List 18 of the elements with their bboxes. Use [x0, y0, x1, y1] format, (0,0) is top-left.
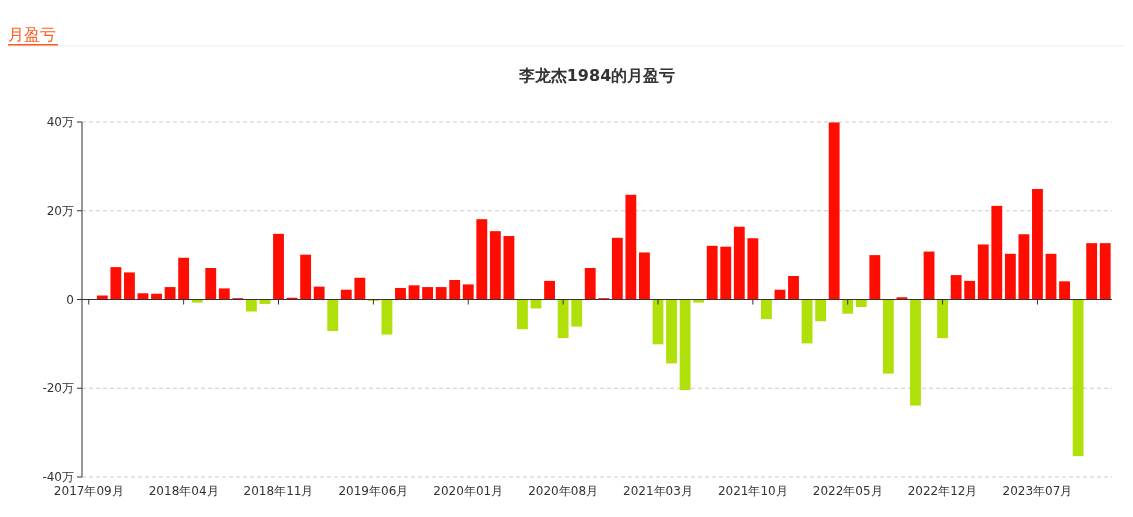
x-tick-label: 2018年04月 — [148, 484, 219, 498]
x-tick-label: 2021年03月 — [623, 484, 693, 498]
x-tick-label: 2017年09月 — [53, 484, 124, 498]
y-tick-label: 0 — [66, 292, 74, 307]
x-tick-label: 2021年10月 — [717, 484, 788, 498]
y-tick-label: 20万 — [46, 203, 74, 218]
text: 月盈亏 — [8, 25, 56, 44]
y-tick-label: -40万 — [42, 470, 74, 485]
x-tick-label: 2020年08月 — [528, 484, 599, 498]
x-tick-label: 2023年07月 — [1002, 484, 1073, 498]
y-tick-label: 40万 — [46, 115, 74, 130]
chart-title: 李龙杰1984的月盈亏 — [517, 66, 676, 85]
x-tick-label: 2020年01月 — [433, 484, 504, 498]
x-tick-label: 2019年06月 — [338, 484, 409, 498]
x-tick-label: 2022年12月 — [907, 484, 978, 498]
y-tick-label: -20万 — [42, 381, 74, 396]
x-tick-label: 2022年05月 — [812, 484, 883, 498]
x-tick-label: 2018年11月 — [243, 484, 314, 498]
